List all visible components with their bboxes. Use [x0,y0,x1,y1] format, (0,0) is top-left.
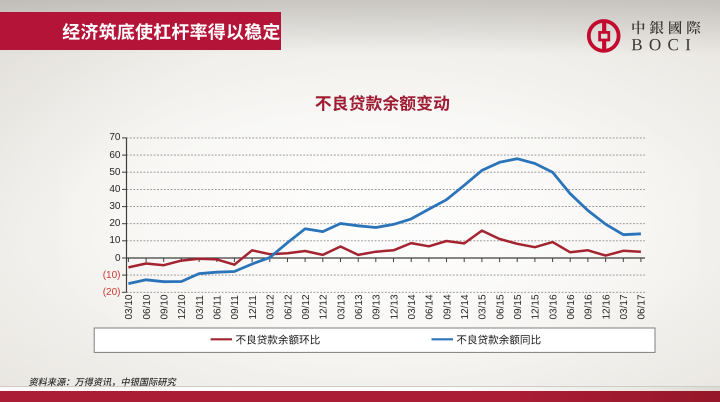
svg-text:03/13: 03/13 [336,294,347,319]
svg-text:12/16: 12/16 [601,294,612,319]
svg-text:06/17: 06/17 [637,294,648,319]
svg-text:09/12: 09/12 [301,294,312,319]
svg-text:12/11: 12/11 [248,295,259,320]
svg-text:06/13: 06/13 [354,294,365,319]
svg-text:03/17: 03/17 [619,294,630,319]
svg-text:12/12: 12/12 [319,294,330,319]
svg-text:12/10: 12/10 [177,294,188,319]
svg-text:12/13: 12/13 [389,294,400,319]
svg-text:03/12: 03/12 [266,294,277,319]
svg-text:06/12: 06/12 [283,294,294,319]
svg-text:06/16: 06/16 [566,294,577,319]
svg-text:12/15: 12/15 [531,294,542,319]
svg-text:06/10: 06/10 [142,294,153,319]
svg-text:03/16: 03/16 [548,294,559,319]
svg-text:03/10: 03/10 [124,294,135,319]
svg-text:06/15: 06/15 [495,294,506,319]
svg-text:09/11: 09/11 [230,295,241,320]
svg-text:06/14: 06/14 [425,294,436,319]
svg-text:09/14: 09/14 [442,294,453,319]
svg-text:09/13: 09/13 [372,294,383,319]
svg-text:12/14: 12/14 [460,294,471,319]
svg-text:03/14: 03/14 [407,294,418,319]
svg-text:09/10: 09/10 [160,294,171,319]
svg-text:06/11: 06/11 [213,295,224,320]
svg-text:09/15: 09/15 [513,294,524,319]
svg-text:03/11: 03/11 [195,295,206,320]
svg-text:09/16: 09/16 [584,294,595,319]
svg-text:03/15: 03/15 [478,294,489,319]
